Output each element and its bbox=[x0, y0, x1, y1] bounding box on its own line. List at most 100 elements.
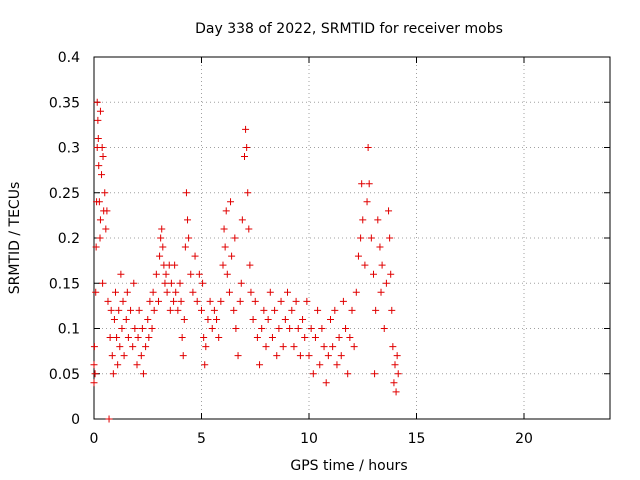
data-point bbox=[158, 225, 166, 233]
data-point bbox=[268, 334, 276, 342]
data-point bbox=[148, 325, 156, 332]
data-point bbox=[266, 288, 274, 296]
data-point bbox=[217, 297, 225, 305]
data-point bbox=[288, 306, 296, 314]
data-point bbox=[200, 334, 208, 342]
data-point bbox=[394, 370, 402, 378]
data-point bbox=[101, 189, 109, 197]
y-tick-label: 0.15 bbox=[49, 276, 80, 292]
data-point bbox=[277, 297, 285, 305]
data-point bbox=[305, 352, 313, 360]
data-point bbox=[118, 325, 126, 332]
data-point bbox=[264, 315, 272, 323]
data-point bbox=[247, 288, 255, 296]
data-point bbox=[364, 144, 372, 151]
data-point bbox=[363, 198, 371, 206]
data-point bbox=[237, 279, 245, 287]
data-point bbox=[370, 270, 377, 278]
data-point bbox=[365, 180, 373, 188]
data-point bbox=[348, 306, 356, 314]
data-point bbox=[204, 315, 212, 323]
data-point bbox=[241, 153, 248, 161]
data-point bbox=[98, 171, 106, 179]
data-point bbox=[109, 370, 117, 378]
data-point bbox=[374, 216, 382, 224]
data-point bbox=[392, 388, 400, 396]
data-point bbox=[123, 288, 131, 296]
data-point bbox=[92, 243, 100, 251]
data-point bbox=[242, 125, 250, 133]
data-point bbox=[159, 243, 167, 251]
data-point bbox=[146, 297, 154, 305]
data-point bbox=[157, 234, 165, 242]
x-axis-label: GPS time / hours bbox=[290, 458, 407, 474]
data-point bbox=[378, 261, 386, 269]
data-point bbox=[227, 198, 235, 206]
data-point bbox=[339, 297, 347, 305]
data-point bbox=[108, 352, 116, 360]
data-point bbox=[225, 288, 233, 296]
data-point bbox=[96, 216, 104, 224]
data-point bbox=[155, 297, 162, 305]
data-point bbox=[187, 270, 195, 278]
data-point bbox=[260, 306, 268, 314]
data-point bbox=[120, 352, 128, 360]
data-point bbox=[290, 343, 298, 351]
data-point bbox=[161, 279, 169, 287]
data-point bbox=[219, 261, 227, 269]
data-point bbox=[174, 306, 182, 314]
data-point bbox=[318, 325, 326, 332]
data-point bbox=[199, 279, 207, 287]
data-point bbox=[382, 279, 390, 287]
data-point bbox=[316, 361, 324, 369]
data-point bbox=[129, 343, 137, 351]
data-point bbox=[380, 325, 388, 332]
data-point bbox=[322, 379, 330, 387]
data-point bbox=[137, 352, 145, 360]
axis-ticks: 0 0.05 0.1 0.15 0.2 0.25 0.3 0.35 0.4 0 5 10 15 20 bbox=[49, 50, 610, 447]
data-point bbox=[95, 162, 103, 170]
data-point bbox=[309, 370, 317, 378]
data-point bbox=[94, 134, 102, 142]
data-point bbox=[314, 306, 322, 314]
data-point bbox=[95, 198, 103, 206]
data-point bbox=[222, 207, 230, 215]
data-point bbox=[93, 98, 101, 106]
data-point bbox=[376, 243, 384, 251]
data-point bbox=[166, 306, 174, 314]
y-tick-label: 0.2 bbox=[58, 231, 80, 247]
data-point bbox=[371, 370, 379, 378]
data-point bbox=[303, 297, 311, 305]
data-point bbox=[320, 343, 328, 351]
data-point bbox=[122, 315, 130, 323]
data-point bbox=[346, 334, 354, 342]
y-tick-label: 0.25 bbox=[49, 186, 80, 202]
data-point bbox=[90, 379, 98, 387]
data-point bbox=[185, 234, 193, 242]
data-point bbox=[253, 334, 261, 342]
y-tick-label: 0.1 bbox=[58, 322, 80, 338]
data-point bbox=[333, 361, 341, 369]
data-point bbox=[138, 325, 146, 332]
data-point bbox=[142, 343, 150, 351]
data-point bbox=[210, 306, 218, 314]
data-point bbox=[234, 352, 242, 360]
data-point bbox=[292, 297, 300, 305]
y-axis-label: SRMTID / TECUs bbox=[7, 182, 23, 295]
data-point bbox=[221, 243, 229, 251]
data-point bbox=[230, 306, 238, 314]
data-point bbox=[180, 315, 188, 323]
plot-frame bbox=[93, 56, 611, 420]
data-point bbox=[144, 315, 152, 323]
data-point bbox=[124, 334, 132, 342]
data-point bbox=[172, 288, 180, 296]
data-point bbox=[372, 306, 380, 314]
data-point bbox=[273, 352, 281, 360]
data-point bbox=[152, 270, 160, 278]
data-point bbox=[117, 270, 125, 278]
data-point bbox=[102, 225, 110, 233]
data-point bbox=[262, 343, 270, 351]
data-point bbox=[238, 216, 246, 224]
data-point bbox=[251, 297, 259, 305]
